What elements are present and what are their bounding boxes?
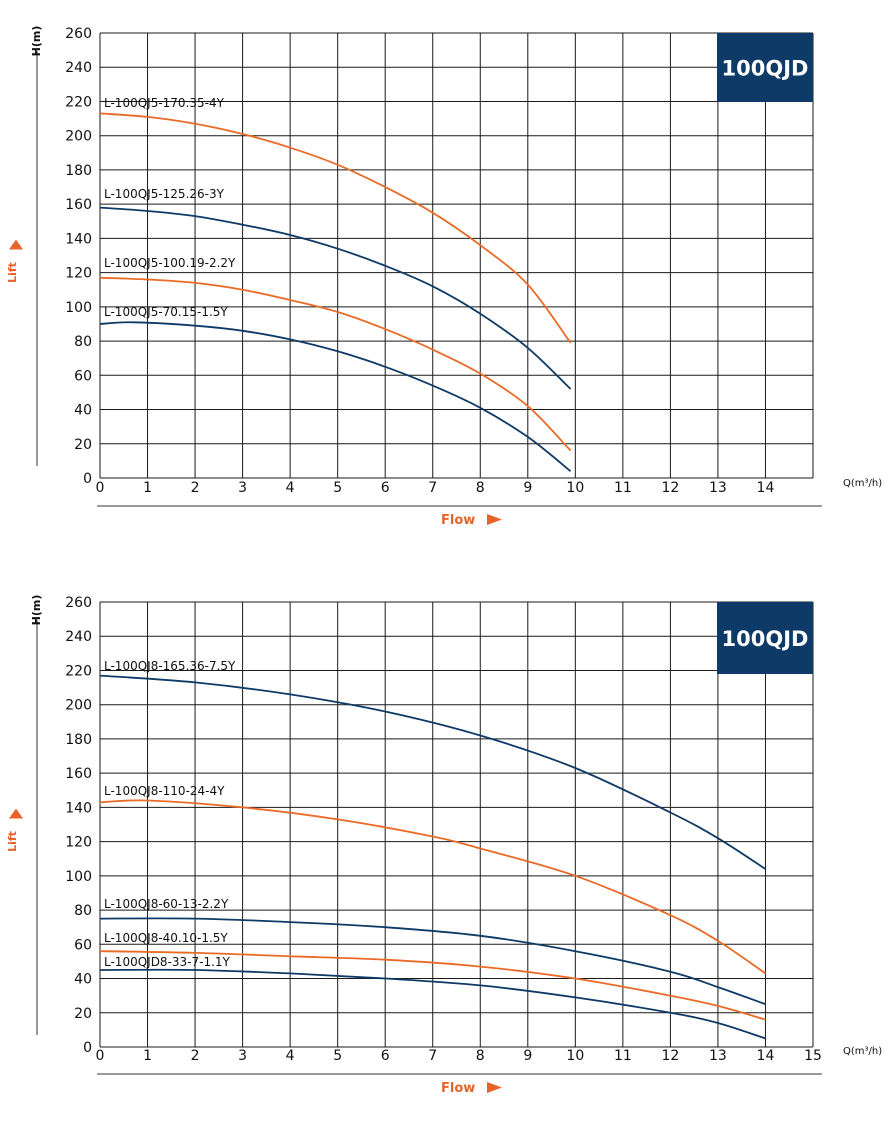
series-label-4: L-100QJ8-40.10-1.5Y [104, 931, 228, 945]
pump-curve-chart-bottom: H(m)Lift02040608010012014016018020022024… [6, 595, 882, 1096]
series-line-3 [99, 917, 766, 1006]
x-tick-label: 3 [238, 480, 247, 496]
y-tick-label: 140 [65, 231, 92, 247]
y-axis-label: H(m) [30, 26, 43, 57]
x-tick-label: 5 [333, 480, 342, 496]
y-tick-label: 100 [65, 300, 92, 316]
x-unit-label: Q(m³/h) [843, 1046, 882, 1057]
series-label-2: L-100QJ8-110-24-4Y [104, 784, 225, 798]
x-tick-label: 14 [757, 480, 775, 496]
y-tick-label: 20 [74, 437, 92, 453]
y-tick-label: 180 [65, 163, 92, 179]
y-tick-label: 80 [74, 903, 92, 919]
x-tick-label: 12 [661, 1048, 679, 1064]
y-tick-label: 260 [65, 595, 92, 611]
lift-arrow-icon [9, 239, 23, 250]
x-unit-label: Q(m³/h) [843, 478, 882, 489]
x-tick-label: 11 [614, 1048, 632, 1064]
series-label-2: L-100QJ5-125.26-3Y [104, 187, 225, 201]
x-tick-label: 13 [709, 1048, 727, 1064]
series-label-1: L-100QJ5-170.35-4Y [104, 96, 225, 110]
y-tick-label: 120 [65, 835, 92, 851]
x-tick-label: 5 [333, 1048, 342, 1064]
lift-label: Lift [6, 262, 19, 283]
series-label-3: L-100QJ8-60-13-2.2Y [104, 897, 229, 911]
y-tick-label: 100 [65, 869, 92, 885]
x-tick-label: 8 [476, 1048, 485, 1064]
y-tick-label: 160 [65, 766, 92, 782]
y-tick-label: 260 [65, 26, 92, 42]
x-tick-label: 8 [476, 480, 485, 496]
x-tick-label: 11 [614, 480, 632, 496]
series-line-1 [99, 674, 766, 870]
x-tick-label: 3 [238, 1048, 247, 1064]
model-badge [717, 602, 813, 674]
flow-arrow-icon [487, 514, 502, 525]
model-badge-label: 100QJD [722, 627, 809, 651]
y-axis-label: H(m) [30, 595, 43, 626]
series-line-1 [99, 112, 572, 344]
x-tick-label: 2 [191, 480, 200, 496]
model-badge-label: 100QJD [722, 57, 809, 81]
pump-curve-chart-top: H(m)Lift02040608010012014016018020022024… [6, 26, 882, 528]
y-tick-label: 80 [74, 334, 92, 350]
y-tick-label: 140 [65, 800, 92, 816]
y-tick-label: 60 [74, 937, 92, 953]
x-tick-label: 2 [191, 1048, 200, 1064]
y-tick-label: 20 [74, 1006, 92, 1022]
series-line-4 [99, 321, 572, 472]
series-label-5: L-100QJD8-33-7-1.1Y [104, 955, 231, 969]
x-tick-label: 9 [523, 1048, 532, 1064]
x-tick-label: 0 [96, 480, 105, 496]
flow-label: Flow [441, 1081, 475, 1096]
x-tick-label: 15 [804, 1048, 822, 1064]
y-tick-label: 180 [65, 732, 92, 748]
x-tick-label: 9 [523, 480, 532, 496]
x-tick-label: 6 [381, 480, 390, 496]
x-tick-label: 4 [286, 1048, 295, 1064]
x-tick-label: 1 [143, 480, 152, 496]
x-tick-label: 10 [566, 1048, 584, 1064]
series-line-2 [99, 799, 767, 975]
y-tick-label: 200 [65, 698, 92, 714]
x-tick-label: 14 [757, 1048, 775, 1064]
series-label-1: L-100QJ8-165.36-7.5Y [104, 659, 236, 673]
y-tick-label: 160 [65, 197, 92, 213]
y-tick-label: 0 [83, 471, 92, 487]
x-tick-label: 6 [381, 1048, 390, 1064]
lift-label: Lift [6, 831, 19, 852]
series-label-4: L-100QJ5-70.15-1.5Y [104, 305, 228, 319]
flow-label: Flow [441, 513, 475, 528]
y-tick-label: 40 [74, 972, 92, 988]
series-line-5 [99, 968, 766, 1040]
y-tick-label: 220 [65, 663, 92, 679]
x-tick-label: 0 [96, 1048, 105, 1064]
y-tick-label: 220 [65, 94, 92, 110]
y-tick-label: 0 [83, 1040, 92, 1056]
y-tick-label: 60 [74, 368, 92, 384]
series-label-3: L-100QJ5-100.19-2.2Y [104, 256, 236, 270]
y-tick-label: 240 [65, 629, 92, 645]
x-tick-label: 1 [143, 1048, 152, 1064]
x-tick-label: 7 [428, 480, 437, 496]
lift-arrow-icon [9, 808, 23, 819]
y-tick-label: 120 [65, 266, 92, 282]
y-tick-label: 240 [65, 60, 92, 76]
series-line-4 [99, 950, 766, 1021]
series-line-2 [99, 206, 572, 390]
x-tick-label: 7 [428, 1048, 437, 1064]
x-tick-label: 13 [709, 480, 727, 496]
y-tick-label: 200 [65, 129, 92, 145]
flow-arrow-icon [487, 1082, 502, 1093]
x-tick-label: 4 [286, 480, 295, 496]
model-badge [717, 33, 813, 102]
y-tick-label: 40 [74, 403, 92, 419]
x-tick-label: 10 [566, 480, 584, 496]
x-tick-label: 12 [661, 480, 679, 496]
series-line-3 [99, 276, 572, 452]
